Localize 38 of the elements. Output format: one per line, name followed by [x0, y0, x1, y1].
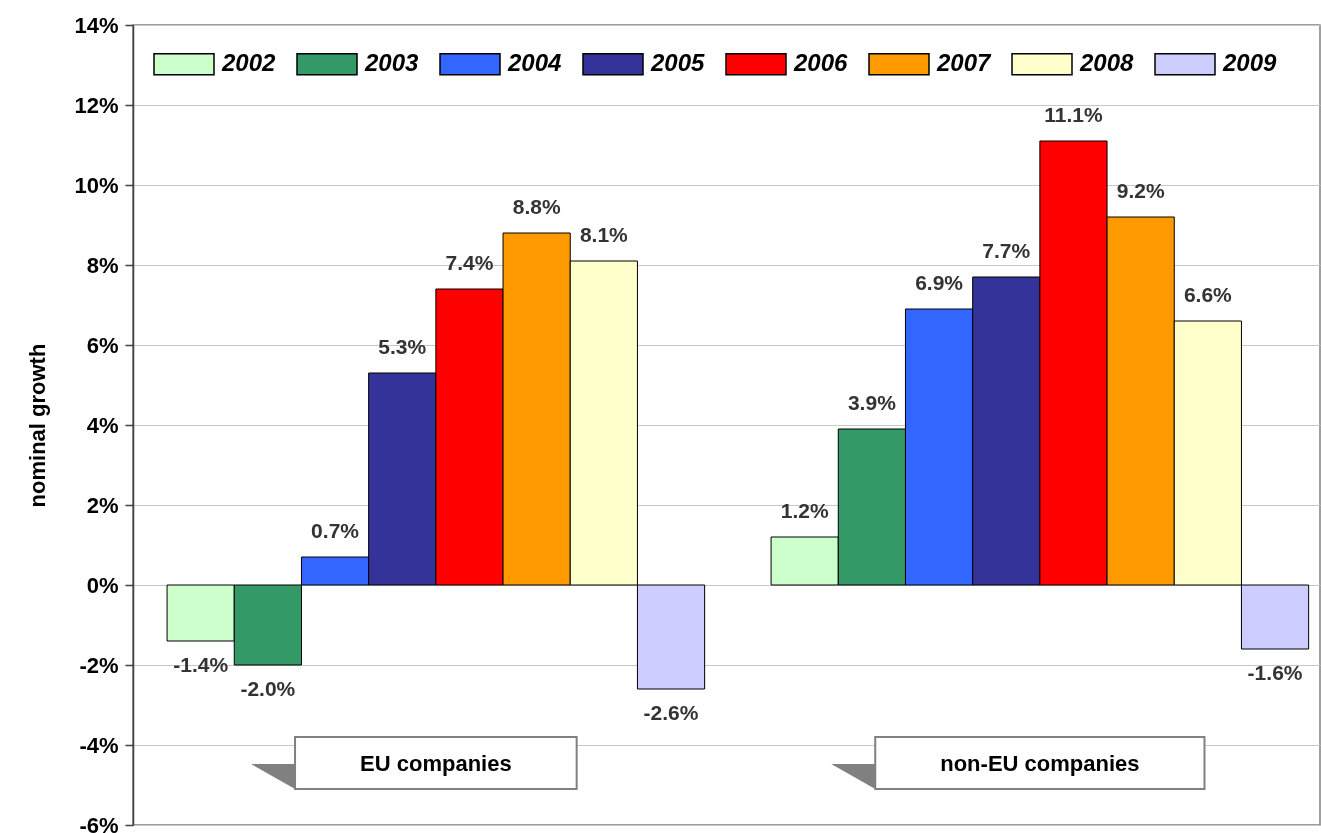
y-tick-label: -6% [79, 812, 119, 833]
y-tick-label: 2% [86, 492, 119, 518]
legend-label: 2009 [1222, 49, 1278, 77]
data-label: -2.6% [643, 701, 699, 724]
x-tick-label: non-EU companies [940, 750, 1140, 776]
data-label: 8.1% [579, 223, 629, 246]
data-label: 0.7% [311, 519, 360, 542]
data-label: 6.9% [915, 271, 964, 294]
y-tick-label: 6% [86, 332, 119, 358]
data-label: 11.1% [1044, 103, 1103, 126]
y-tick-label: -2% [79, 652, 119, 678]
legend-label: 2005 [650, 49, 706, 77]
data-label: 7.4% [445, 251, 494, 274]
y-tick-label: 10% [74, 172, 119, 198]
data-label: 6.6% [1183, 283, 1233, 306]
legend-label: 2002 [221, 49, 277, 77]
legend-label: 2004 [507, 49, 562, 77]
data-label: 5.3% [378, 335, 427, 358]
y-tick-label: 8% [86, 252, 119, 278]
y-axis-title: nominal growth [25, 343, 51, 508]
data-label: 3.9% [847, 391, 897, 414]
data-label: -1.6% [1247, 661, 1303, 684]
legend-label: 2003 [364, 49, 420, 77]
data-label: 1.2% [780, 499, 829, 522]
y-tick-label: 0% [86, 572, 119, 598]
data-label: -2.0% [240, 677, 296, 700]
y-tick-label: -4% [79, 732, 119, 758]
y-tick-label: 14% [74, 12, 119, 38]
legend-label: 2007 [936, 49, 993, 77]
legend-label: 2008 [1079, 49, 1135, 77]
y-tick-label: 4% [86, 412, 119, 438]
y-tick-label: 12% [74, 92, 119, 118]
data-label: 7.7% [982, 239, 1031, 262]
x-tick-label: EU companies [360, 750, 512, 776]
data-label: 8.8% [512, 195, 561, 218]
data-label: 9.2% [1116, 179, 1165, 202]
data-label: -1.4% [173, 653, 229, 676]
legend-label: 2006 [793, 49, 849, 77]
